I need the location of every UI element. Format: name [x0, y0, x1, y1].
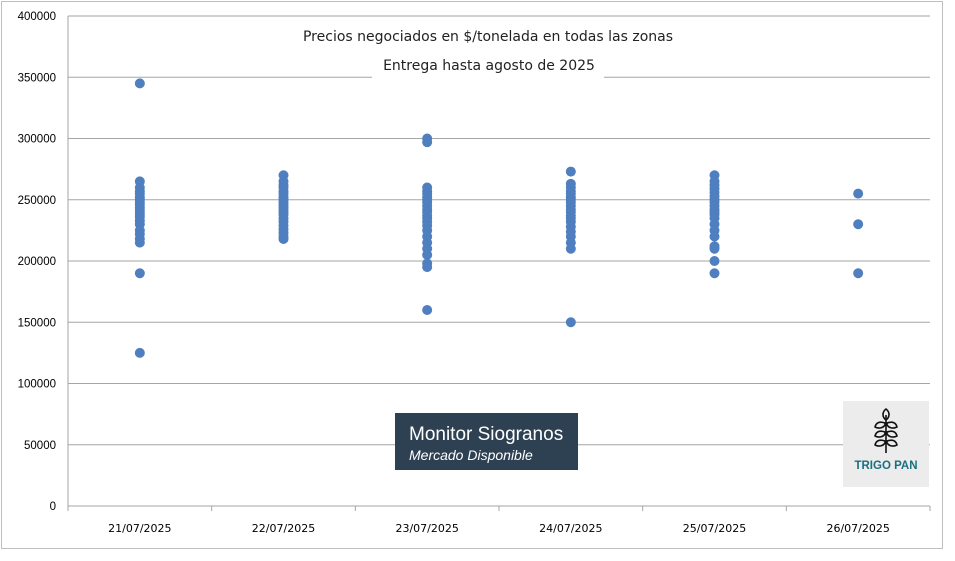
y-tick-label: 300000: [18, 134, 56, 146]
title-background: [286, 20, 690, 50]
data-point: [565, 317, 576, 328]
data-point: [853, 188, 864, 199]
y-tick-label: 250000: [18, 195, 56, 207]
data-points: [134, 78, 864, 358]
chart-titles: Precios negociados en $/tonelada en toda…: [286, 20, 690, 80]
y-tick-label: 0: [50, 501, 56, 513]
data-point: [853, 268, 864, 279]
gridlines: [68, 15, 930, 446]
subtitle-background: [372, 52, 604, 80]
y-tick-label: 100000: [18, 379, 56, 391]
axes: 0 50000 100000 150000 200000 250000 300000 3500…: [18, 11, 931, 535]
data-point: [565, 166, 576, 177]
data-point: [134, 237, 145, 248]
chart-subtitle: Entrega hasta agosto de 2025: [383, 58, 595, 74]
data-point: [853, 219, 864, 230]
logo-label: TRIGO PAN: [854, 460, 918, 472]
data-point: [134, 78, 145, 89]
data-point: [278, 233, 289, 244]
data-point: [422, 262, 433, 273]
x-tick-label: 22/07/2025: [252, 522, 315, 535]
x-tick-label: 21/07/2025: [108, 522, 171, 535]
data-point: [709, 243, 720, 254]
data-point: [709, 268, 720, 279]
data-point: [422, 249, 433, 260]
x-tick-label: 24/07/2025: [539, 522, 602, 535]
badge-subtitle: Mercado Disponible: [409, 447, 533, 463]
y-tick-label: 400000: [18, 11, 56, 23]
data-point: [422, 305, 433, 315]
data-point: [565, 243, 576, 254]
badge-title: Monitor Siogranos: [409, 424, 564, 445]
wheat-icon: [874, 408, 898, 453]
y-tick-label: 50000: [24, 440, 56, 452]
data-point: [422, 137, 433, 148]
data-point: [709, 256, 720, 266]
data-point: [134, 347, 145, 358]
data-point: [134, 268, 145, 279]
trigo-pan-logo: TRIGO PAN: [843, 401, 929, 487]
y-tick-label: 150000: [18, 317, 56, 329]
x-tick-label: 25/07/2025: [683, 522, 746, 535]
y-tick-label: 350000: [18, 72, 56, 84]
y-tick-label: 200000: [18, 256, 56, 268]
x-tick-label: 26/07/2025: [826, 522, 889, 535]
chart-title: Precios negociados en $/tonelada en toda…: [303, 29, 673, 45]
x-tick-label: 23/07/2025: [395, 522, 458, 535]
monitor-siogranos-badge: Monitor Siogranos Mercado Disponible: [395, 413, 578, 470]
data-point: [709, 231, 720, 242]
